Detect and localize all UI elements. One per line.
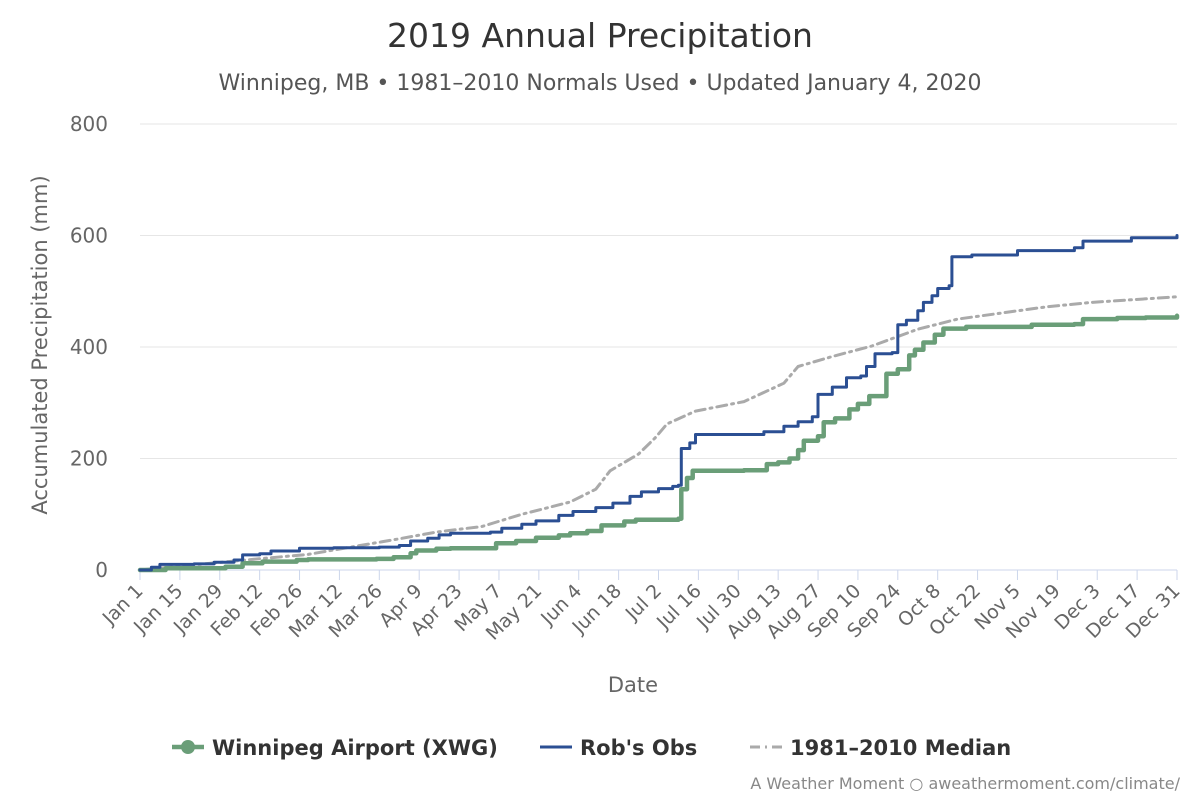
series-line-1	[138, 234, 1179, 572]
y-tick-label: 400	[70, 335, 108, 359]
credit-text[interactable]: A Weather Moment ○ aweathermoment.com/cl…	[750, 774, 1180, 793]
series-line-2	[138, 295, 1179, 572]
legend-item[interactable]: Rob's Obs	[540, 736, 697, 760]
chart-subtitle: Winnipeg, MB • 1981–2010 Normals Used • …	[219, 71, 982, 96]
x-tick-label: Jul 16	[652, 580, 706, 634]
chart-title: 2019 Annual Precipitation	[387, 16, 813, 55]
x-axis-title: Date	[608, 673, 658, 697]
legend-item[interactable]: Winnipeg Airport (XWG)	[172, 736, 498, 760]
legend-marker	[181, 740, 195, 754]
y-tick-label: 0	[95, 558, 108, 582]
y-axis-title: Accumulated Precipitation (mm)	[28, 175, 52, 514]
y-axis-ticks: 0 200 400 600 800	[70, 112, 108, 582]
legend: Winnipeg Airport (XWG) Rob's Obs 1981–2010…	[172, 736, 1011, 760]
series-line-0	[137, 313, 1180, 573]
legend-label: 1981–2010 Median	[790, 736, 1011, 760]
legend-item[interactable]: 1981–2010 Median	[750, 736, 1011, 760]
y-tick-label: 200	[70, 447, 108, 471]
legend-label: Winnipeg Airport (XWG)	[212, 736, 498, 760]
series-lines	[137, 234, 1180, 573]
legend-label: Rob's Obs	[580, 736, 697, 760]
y-tick-label: 800	[70, 112, 108, 136]
gridlines	[140, 123, 1177, 459]
y-tick-label: 600	[70, 224, 108, 248]
